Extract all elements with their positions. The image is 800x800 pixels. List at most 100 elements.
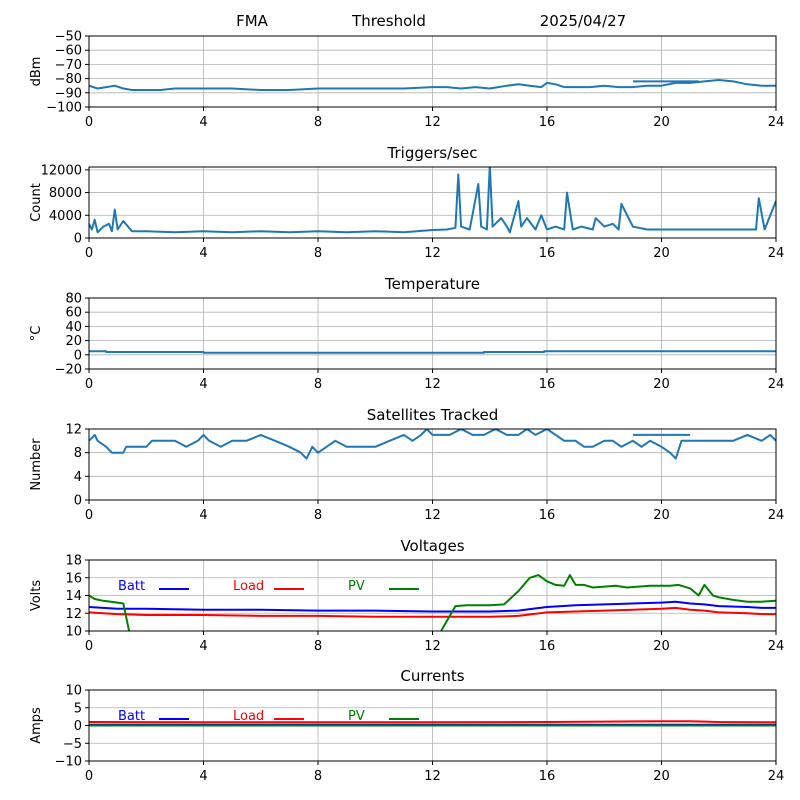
y-tick-label: 0 bbox=[74, 232, 82, 247]
x-tick-label: 8 bbox=[314, 639, 322, 654]
panel-title: Temperature bbox=[384, 275, 480, 293]
panel-title: Satellites Tracked bbox=[367, 406, 498, 424]
x-tick-label: 16 bbox=[539, 639, 556, 654]
legend-label-load: Load bbox=[233, 709, 264, 724]
x-tick-label: 16 bbox=[539, 246, 556, 261]
x-tick-label: 20 bbox=[653, 769, 670, 784]
header-date: 2025/04/27 bbox=[540, 12, 626, 30]
y-tick-label: −80 bbox=[55, 72, 82, 87]
x-tick-label: 0 bbox=[85, 639, 93, 654]
legend-label-pv: PV bbox=[348, 579, 365, 594]
y-axis-label: dBm bbox=[29, 57, 44, 87]
y-tick-label: 8 bbox=[74, 446, 82, 461]
x-tick-label: 4 bbox=[199, 246, 207, 261]
x-tick-label: 24 bbox=[768, 508, 785, 523]
y-tick-label: 20 bbox=[65, 334, 82, 349]
legend-label-batt: Batt bbox=[118, 709, 145, 724]
y-tick-label: −70 bbox=[55, 58, 82, 73]
series-load bbox=[89, 720, 776, 724]
x-tick-label: 8 bbox=[314, 246, 322, 261]
y-axis-label: Number bbox=[29, 438, 44, 491]
series-load bbox=[89, 606, 776, 618]
x-tick-label: 16 bbox=[539, 115, 556, 130]
y-tick-label: 5 bbox=[74, 701, 82, 716]
panel-triggers: 0 4 8 12 16 20 24 0 4000 8000 12000 Triggers/sec Cou… bbox=[29, 144, 784, 261]
x-tick-label: 24 bbox=[768, 639, 785, 654]
y-tick-label: 4 bbox=[74, 470, 82, 485]
x-tick-label: 12 bbox=[424, 377, 441, 392]
x-tick-label: 12 bbox=[424, 639, 441, 654]
y-axis-label: Volts bbox=[29, 580, 44, 612]
panel-title: Currents bbox=[400, 667, 464, 685]
y-tick-label: 0 bbox=[74, 719, 82, 734]
series-line-0 bbox=[89, 167, 776, 234]
header-type: Threshold bbox=[351, 12, 426, 30]
series-pv bbox=[89, 574, 776, 631]
y-tick-label: 4000 bbox=[49, 209, 82, 224]
y-tick-label: 8000 bbox=[49, 186, 82, 201]
y-tick-label: 40 bbox=[65, 320, 82, 335]
y-tick-label: 80 bbox=[65, 292, 82, 307]
x-tick-label: 12 bbox=[424, 769, 441, 784]
x-tick-label: 0 bbox=[85, 377, 93, 392]
panel-title: Triggers/sec bbox=[387, 144, 478, 162]
panel-threshold: 0 4 8 12 16 20 24 −100−90−80−70−60−50 dBm bbox=[29, 30, 784, 131]
y-tick-label: −90 bbox=[55, 86, 82, 101]
x-tick-label: 0 bbox=[85, 508, 93, 523]
y-tick-label: 12000 bbox=[41, 163, 82, 178]
x-tick-label: 20 bbox=[653, 377, 670, 392]
x-tick-label: 8 bbox=[314, 769, 322, 784]
x-tick-label: 0 bbox=[85, 115, 93, 130]
legend-label-load: Load bbox=[233, 579, 264, 594]
x-tick-label: 4 bbox=[199, 769, 207, 784]
y-tick-label: 10 bbox=[65, 684, 82, 699]
panel-currents: 0 4 8 12 16 20 24 −10 −5 0 5 10 Currents Amps Batt Load… bbox=[29, 667, 784, 784]
x-tick-label: 16 bbox=[539, 508, 556, 523]
x-tick-label: 4 bbox=[199, 115, 207, 130]
y-axis-label: Count bbox=[29, 183, 44, 222]
y-tick-label: 0 bbox=[74, 494, 82, 509]
panel-title: Voltages bbox=[400, 537, 464, 555]
x-tick-label: 16 bbox=[539, 377, 556, 392]
x-tick-label: 12 bbox=[424, 508, 441, 523]
legend-label-pv: PV bbox=[348, 709, 365, 724]
x-tick-label: 8 bbox=[314, 115, 322, 130]
x-tick-label: 8 bbox=[314, 377, 322, 392]
y-tick-label: 60 bbox=[65, 306, 82, 321]
series-line-0 bbox=[89, 429, 776, 460]
y-tick-label: 12 bbox=[65, 423, 82, 438]
x-tick-label: 24 bbox=[768, 769, 785, 784]
series-line-0 bbox=[89, 79, 776, 91]
y-tick-label: −5 bbox=[63, 737, 82, 752]
y-tick-label: −60 bbox=[55, 44, 82, 59]
panel-satellites: 0 4 8 12 16 20 24 0 4 8 12 Satellites Tracked Number bbox=[29, 406, 784, 523]
x-tick-label: 24 bbox=[768, 246, 785, 261]
y-tick-label: 0 bbox=[74, 348, 82, 363]
y-tick-label: −50 bbox=[55, 30, 82, 45]
x-tick-label: 24 bbox=[768, 377, 785, 392]
y-tick-label: 12 bbox=[65, 607, 82, 622]
y-tick-label: 10 bbox=[65, 625, 82, 640]
series-line-0 bbox=[89, 350, 776, 354]
x-tick-label: 16 bbox=[539, 769, 556, 784]
y-tick-label: 16 bbox=[65, 571, 82, 586]
y-tick-label: 18 bbox=[65, 554, 82, 569]
x-tick-label: 20 bbox=[653, 508, 670, 523]
y-tick-label: 14 bbox=[65, 589, 82, 604]
legend-label-batt: Batt bbox=[118, 579, 145, 594]
x-tick-label: 20 bbox=[653, 115, 670, 130]
y-axis-label: °C bbox=[29, 326, 44, 342]
x-tick-label: 12 bbox=[424, 115, 441, 130]
panel-voltages: 0 4 8 12 16 20 24 10 12 14 16 18 Voltages Volts Batt Lo… bbox=[29, 537, 784, 654]
x-tick-label: 0 bbox=[85, 246, 93, 261]
x-tick-label: 24 bbox=[768, 115, 785, 130]
x-tick-label: 12 bbox=[424, 246, 441, 261]
x-tick-label: 20 bbox=[653, 246, 670, 261]
series-batt bbox=[89, 600, 776, 613]
header-station: FMA bbox=[236, 12, 269, 30]
x-tick-label: 0 bbox=[85, 769, 93, 784]
x-tick-label: 4 bbox=[199, 639, 207, 654]
y-tick-label: −20 bbox=[55, 363, 82, 378]
